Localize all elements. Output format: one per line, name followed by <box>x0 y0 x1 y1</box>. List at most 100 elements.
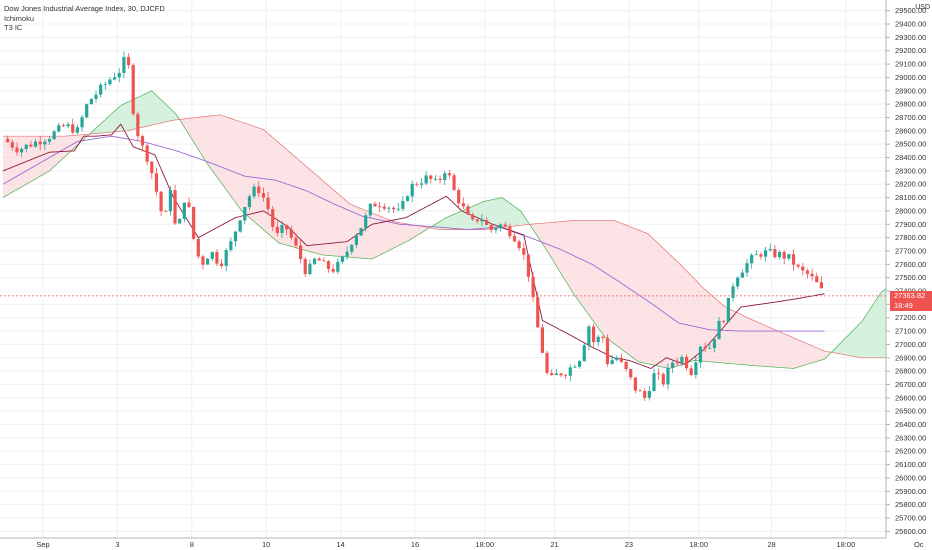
price-tick-label: 26600.00 <box>895 393 926 402</box>
candle-up <box>596 336 600 343</box>
candle-down <box>126 57 131 66</box>
currency-label: USD <box>915 4 930 11</box>
candle-down <box>447 173 451 176</box>
candle-up <box>698 346 703 363</box>
candle-down <box>136 113 140 137</box>
candle-down <box>219 263 224 266</box>
candle-up <box>94 94 98 99</box>
candle-up <box>587 326 591 346</box>
price-tick-label: 26700.00 <box>895 380 926 389</box>
time-tick-label: 8 <box>190 540 194 549</box>
candle-down <box>471 214 475 220</box>
candle-down <box>657 373 661 375</box>
candle-down <box>796 264 800 267</box>
candle-down <box>382 206 386 209</box>
candle-up <box>57 125 61 132</box>
price-tick-label: 28900.00 <box>895 86 926 95</box>
price-tick-label: 28200.00 <box>895 180 926 189</box>
candle-up <box>80 117 84 128</box>
candle-up <box>652 373 656 391</box>
indicator-t3ic-label[interactable]: T3 IC <box>4 23 23 32</box>
candle-down <box>271 209 275 227</box>
price-tick-label: 27800.00 <box>895 233 926 242</box>
candle-down <box>378 206 382 208</box>
candle-down <box>722 320 726 322</box>
candle-down <box>71 124 75 133</box>
chart-legend: Dow Jones Industrial Average Index, 30, … <box>4 4 165 33</box>
candle-up <box>764 250 768 257</box>
candle-up <box>573 366 577 368</box>
candle-up <box>740 272 744 278</box>
candle-down <box>675 362 679 364</box>
candle-down <box>517 241 521 249</box>
candle-down <box>466 206 470 215</box>
time-tick-label: 14 <box>336 540 344 549</box>
candle-up <box>252 186 256 197</box>
candle-down <box>550 372 554 375</box>
candle-up <box>108 79 112 85</box>
candle-down <box>536 297 540 328</box>
time-tick-label: Oc <box>914 540 924 549</box>
price-tick-label: 25800.00 <box>895 500 926 509</box>
symbol-title[interactable]: Dow Jones Industrial Average Index, 30, … <box>4 4 165 13</box>
bar-countdown: 18:49 <box>894 300 913 310</box>
candle-down <box>10 142 14 148</box>
candle-up <box>498 224 503 229</box>
price-tick-label: 26100.00 <box>895 460 926 469</box>
price-tick-label: 26900.00 <box>895 353 926 362</box>
candle-down <box>485 220 489 225</box>
indicator-ichimoku-label[interactable]: Ichimoku <box>4 13 35 23</box>
candle-down <box>643 391 647 398</box>
last-price-tag: 27363.82 18:49 <box>890 290 932 311</box>
candle-up <box>736 277 740 287</box>
price-tick-label: 28000.00 <box>895 206 926 215</box>
price-tick-label: 26800.00 <box>895 367 926 376</box>
candle-up <box>103 84 107 85</box>
candle-down <box>6 138 10 143</box>
last-price-value: 27363.82 <box>894 290 926 300</box>
price-axis[interactable] <box>886 0 932 538</box>
candle-up <box>52 131 56 140</box>
candle-up <box>731 286 735 298</box>
candle-up <box>280 225 284 233</box>
candle-up <box>396 208 400 210</box>
candle-up <box>224 250 228 266</box>
price-tick-label: 25700.00 <box>895 513 926 522</box>
candle-down <box>564 375 568 377</box>
price-tick-label: 28700.00 <box>895 113 926 122</box>
price-tick-label: 28300.00 <box>895 166 926 175</box>
candle-down <box>173 190 177 224</box>
candle-up <box>243 206 247 221</box>
candle-down <box>61 125 66 127</box>
kumo-bear <box>179 114 431 259</box>
candle-down <box>285 225 289 230</box>
candle-down <box>150 161 154 174</box>
candle-up <box>754 254 758 256</box>
candle-up <box>233 231 238 242</box>
candle-up <box>99 84 103 95</box>
candle-down <box>619 357 624 362</box>
time-axis[interactable] <box>0 538 932 550</box>
candle-up <box>694 362 698 375</box>
candle-down <box>294 237 298 246</box>
senkou-span-a-line <box>2 90 895 369</box>
candle-up <box>113 77 117 80</box>
price-tick-label: 26400.00 <box>895 420 926 429</box>
candle-up <box>178 218 182 224</box>
candle-down <box>684 356 689 369</box>
price-tick-label: 29300.00 <box>895 33 926 42</box>
candle-down <box>275 226 279 233</box>
candle-up <box>182 202 186 219</box>
candle-up <box>433 178 438 180</box>
time-tick-label: 23 <box>625 540 633 549</box>
candle-down <box>545 352 549 373</box>
time-tick-label: 18:00 <box>475 540 494 549</box>
candle-up <box>308 263 312 275</box>
candle-down <box>457 190 461 204</box>
candle-down <box>522 248 526 255</box>
price-tick-label: 28600.00 <box>895 126 926 135</box>
candle-up <box>24 144 28 150</box>
candle-down <box>415 183 419 185</box>
